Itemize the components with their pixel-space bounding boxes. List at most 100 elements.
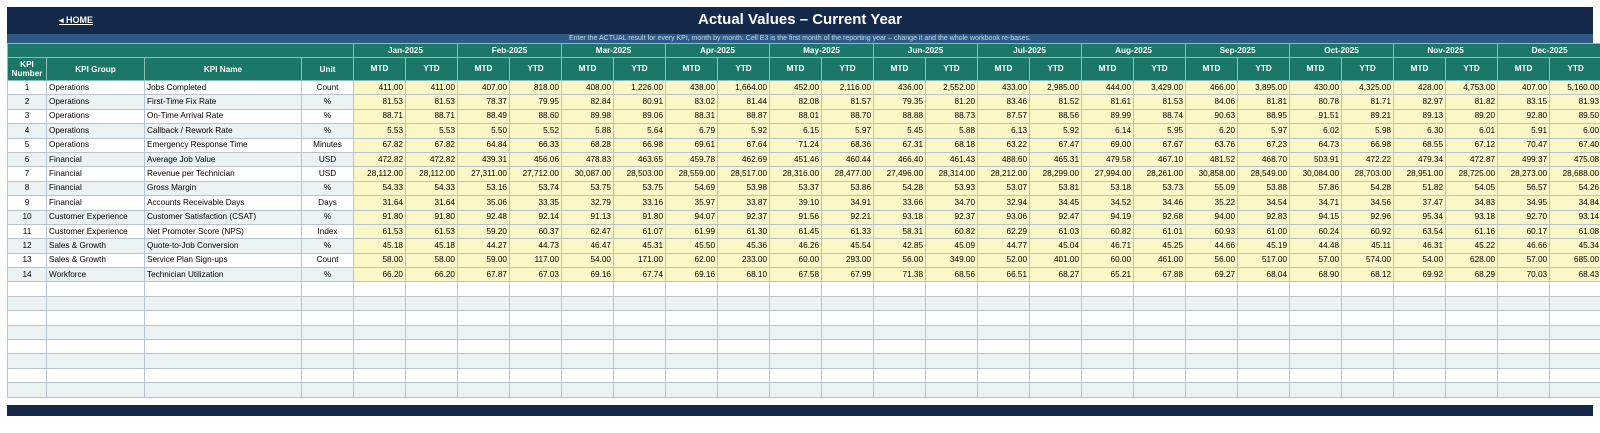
- empty-cell[interactable]: [1029, 382, 1083, 398]
- mtd-value-cell[interactable]: 69.92: [1393, 267, 1447, 283]
- mtd-value-cell[interactable]: 91.80: [353, 209, 406, 225]
- empty-cell[interactable]: [1185, 339, 1239, 355]
- mtd-value-cell[interactable]: 92.80: [1497, 108, 1551, 125]
- empty-cell[interactable]: [1289, 339, 1343, 355]
- mtd-value-cell[interactable]: 53.37: [769, 180, 823, 197]
- empty-cell[interactable]: [353, 295, 406, 312]
- mtd-value-cell[interactable]: 94.07: [665, 209, 719, 225]
- empty-cell[interactable]: [1237, 324, 1291, 341]
- ytd-value-cell[interactable]: 66.20: [405, 267, 458, 283]
- mtd-value-cell[interactable]: 82.97: [1393, 94, 1447, 110]
- empty-cell[interactable]: [46, 382, 145, 398]
- ytd-value-cell[interactable]: 28,477.00: [821, 166, 875, 182]
- ytd-value-cell[interactable]: 5.53: [405, 123, 458, 139]
- mtd-value-cell[interactable]: 46.71: [1081, 238, 1135, 254]
- empty-cell[interactable]: [301, 310, 354, 326]
- empty-cell[interactable]: [1029, 367, 1083, 384]
- ytd-value-cell[interactable]: 34.45: [1029, 195, 1083, 211]
- ytd-value-cell[interactable]: 92.47: [1029, 209, 1083, 225]
- ytd-value-cell[interactable]: 66.33: [509, 137, 562, 153]
- empty-cell[interactable]: [769, 310, 823, 326]
- empty-cell[interactable]: [925, 339, 979, 355]
- ytd-value-cell[interactable]: 2,116.00: [821, 79, 875, 96]
- mtd-value-cell[interactable]: 80.78: [1289, 94, 1343, 110]
- empty-cell[interactable]: [1133, 310, 1187, 326]
- empty-cell[interactable]: [301, 353, 354, 369]
- ytd-value-cell[interactable]: 89.50: [1549, 108, 1600, 125]
- ytd-value-cell[interactable]: 53.98: [717, 180, 771, 197]
- ytd-value-cell[interactable]: 5.64: [612, 123, 667, 139]
- ytd-value-cell[interactable]: 61.07: [612, 223, 667, 240]
- mtd-value-cell[interactable]: 6.30: [1393, 123, 1447, 139]
- empty-cell[interactable]: [873, 295, 927, 312]
- empty-cell[interactable]: [46, 353, 145, 369]
- mtd-value-cell[interactable]: 90.63: [1185, 108, 1239, 125]
- mtd-value-cell[interactable]: 27,496.00: [873, 166, 927, 182]
- ytd-value-cell[interactable]: 34.91: [821, 195, 875, 211]
- mtd-value-cell[interactable]: 35.97: [665, 195, 719, 211]
- empty-cell[interactable]: [457, 353, 510, 369]
- ytd-value-cell[interactable]: 349.00: [925, 252, 979, 269]
- ytd-value-cell[interactable]: 34.56: [1341, 195, 1395, 211]
- mtd-value-cell[interactable]: 60.82: [1081, 223, 1135, 240]
- mtd-value-cell[interactable]: 88.88: [873, 108, 927, 125]
- empty-cell[interactable]: [665, 353, 719, 369]
- empty-cell[interactable]: [405, 367, 458, 384]
- mtd-value-cell[interactable]: 6.79: [665, 123, 719, 139]
- mtd-value-cell[interactable]: 63.54: [1393, 223, 1447, 240]
- mtd-value-cell[interactable]: 5.88: [561, 123, 614, 139]
- mtd-value-cell[interactable]: 53.16: [457, 180, 510, 197]
- mtd-value-cell[interactable]: 59.20: [457, 223, 510, 240]
- mtd-value-cell[interactable]: 39.10: [769, 195, 823, 211]
- mtd-value-cell[interactable]: 433.00: [977, 79, 1031, 96]
- empty-cell[interactable]: [665, 339, 719, 355]
- mtd-value-cell[interactable]: 44.66: [1185, 238, 1239, 254]
- ytd-value-cell[interactable]: 5.97: [821, 123, 875, 139]
- empty-cell[interactable]: [7, 281, 47, 297]
- empty-cell[interactable]: [1237, 353, 1291, 369]
- ytd-value-cell[interactable]: 88.87: [717, 108, 771, 125]
- ytd-value-cell[interactable]: 5.95: [1133, 123, 1187, 139]
- mtd-value-cell[interactable]: 499.37: [1497, 151, 1551, 168]
- empty-cell[interactable]: [717, 295, 771, 312]
- empty-cell[interactable]: [1445, 382, 1499, 398]
- empty-cell[interactable]: [1497, 353, 1551, 369]
- empty-cell[interactable]: [1185, 310, 1239, 326]
- mtd-value-cell[interactable]: 66.51: [977, 267, 1031, 283]
- mtd-value-cell[interactable]: 444.00: [1081, 79, 1135, 96]
- mtd-value-cell[interactable]: 6.15: [769, 123, 823, 139]
- mtd-value-cell[interactable]: 430.00: [1289, 79, 1343, 96]
- ytd-value-cell[interactable]: 67.82: [405, 137, 458, 153]
- ytd-value-cell[interactable]: 61.33: [821, 223, 875, 240]
- mtd-value-cell[interactable]: 35.06: [457, 195, 510, 211]
- ytd-value-cell[interactable]: 92.14: [509, 209, 562, 225]
- ytd-value-cell[interactable]: 93.18: [1445, 209, 1499, 225]
- empty-cell[interactable]: [457, 367, 510, 384]
- ytd-value-cell[interactable]: 456.06: [509, 151, 562, 168]
- empty-cell[interactable]: [457, 310, 510, 326]
- ytd-value-cell[interactable]: 44.73: [509, 238, 562, 254]
- ytd-value-cell[interactable]: 28,261.00: [1133, 166, 1187, 182]
- empty-cell[interactable]: [1081, 324, 1135, 341]
- ytd-value-cell[interactable]: 28,503.00: [612, 166, 667, 182]
- mtd-value-cell[interactable]: 70.03: [1497, 267, 1551, 283]
- empty-cell[interactable]: [1237, 295, 1291, 312]
- mtd-value-cell[interactable]: 45.50: [665, 238, 719, 254]
- mtd-value-cell[interactable]: 64.84: [457, 137, 510, 153]
- empty-cell[interactable]: [1497, 281, 1551, 297]
- mtd-value-cell[interactable]: 58.31: [873, 223, 927, 240]
- mtd-value-cell[interactable]: 69.16: [561, 267, 614, 283]
- mtd-value-cell[interactable]: 69.16: [665, 267, 719, 283]
- ytd-value-cell[interactable]: 67.40: [1549, 137, 1600, 153]
- ytd-value-cell[interactable]: 67.03: [509, 267, 562, 283]
- empty-cell[interactable]: [1549, 281, 1600, 297]
- ytd-value-cell[interactable]: 92.83: [1237, 209, 1291, 225]
- empty-cell[interactable]: [1237, 367, 1291, 384]
- ytd-value-cell[interactable]: 461.00: [1133, 252, 1187, 269]
- empty-cell[interactable]: [509, 382, 562, 398]
- empty-cell[interactable]: [1289, 367, 1343, 384]
- mtd-value-cell[interactable]: 67.58: [769, 267, 823, 283]
- mtd-value-cell[interactable]: 87.57: [977, 108, 1031, 125]
- mtd-value-cell[interactable]: 68.28: [561, 137, 614, 153]
- ytd-value-cell[interactable]: 28,703.00: [1341, 166, 1395, 182]
